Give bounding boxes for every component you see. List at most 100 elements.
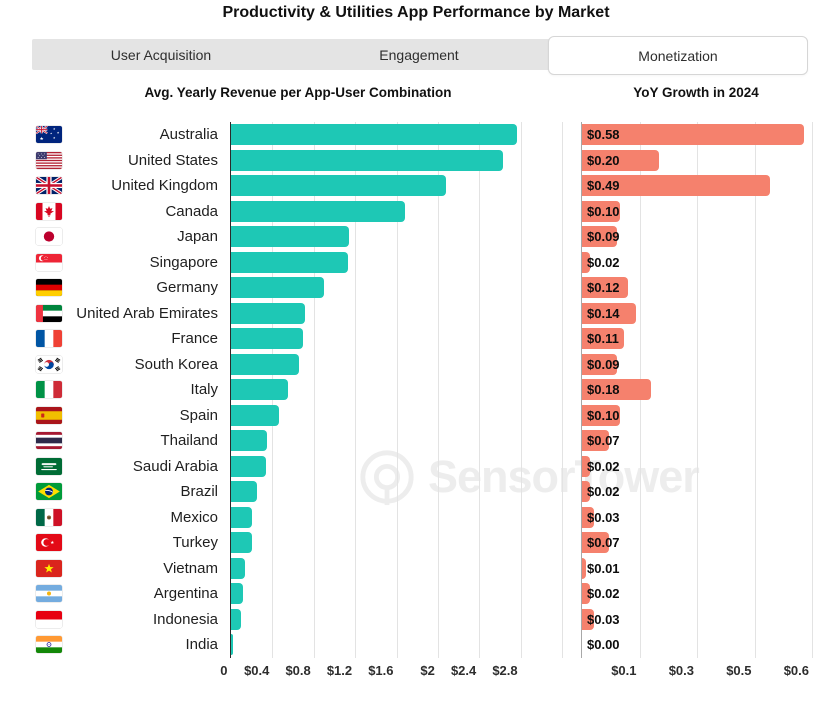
flag-jp [36, 228, 62, 246]
growth-value-label: $0.02 [587, 254, 620, 270]
country-label: France [171, 330, 218, 348]
revenue-bar [231, 200, 405, 222]
growth-value-label: $0.18 [587, 382, 620, 398]
growth-bar [582, 251, 590, 273]
revenue-bar-row [231, 250, 561, 276]
flag-row [36, 250, 62, 276]
growth-bar [582, 353, 617, 375]
flag-row [36, 173, 62, 199]
country-label-row: Mexico [62, 505, 226, 531]
growth-value-label: $0.20 [587, 152, 620, 168]
revenue-bar-row [231, 275, 561, 301]
country-label: Mexico [170, 508, 218, 526]
growth-bar-row: $0.07 [582, 530, 812, 556]
revenue-bar-row [231, 581, 561, 607]
gridline [437, 122, 439, 658]
growth-bar-row: $0.09 [582, 224, 812, 250]
revenue-bar-row [231, 199, 561, 225]
growth-bar [582, 455, 590, 477]
revenue-bar [231, 251, 348, 273]
growth-value-label: $0.09 [587, 356, 620, 372]
country-label-row: Italy [62, 377, 226, 403]
flag-row [36, 326, 62, 352]
country-label-row: Singapore [62, 250, 226, 276]
country-label: Australia [159, 126, 218, 144]
revenue-bar [231, 302, 306, 324]
country-label: Japan [177, 228, 218, 246]
country-label-row: Saudi Arabia [62, 454, 226, 480]
revenue-bar-row [231, 224, 561, 250]
growth-value-label: $0.02 [587, 458, 620, 474]
growth-bar [582, 277, 628, 299]
tab-monetization[interactable]: Monetization [548, 36, 808, 75]
revenue-bar-row [231, 556, 561, 582]
growth-value-label: $0.49 [587, 178, 620, 194]
flag-row [36, 607, 62, 633]
country-label: Brazil [180, 483, 218, 501]
growth-bar-row: $0.03 [582, 607, 812, 633]
flag-ae [36, 304, 62, 322]
growth-value-label: $0.11 [587, 331, 619, 347]
growth-bar-row: $0.03 [582, 505, 812, 531]
growth-chart-title: YoY Growth in 2024 [633, 85, 759, 100]
flag-us [36, 151, 62, 169]
growth-bar-row: $0.02 [582, 581, 812, 607]
growth-bar [582, 379, 651, 401]
flag-vn [36, 559, 62, 577]
tab-user-acquisition[interactable]: User Acquisition [110, 46, 212, 63]
flag-row [36, 505, 62, 531]
revenue-bar-row [231, 122, 561, 148]
revenue-bar [231, 506, 252, 528]
growth-bar [582, 506, 594, 528]
growth-bar-row: $0.20 [582, 148, 812, 174]
growth-bar-row: $0.11 [582, 326, 812, 352]
growth-bar-row: $0.09 [582, 352, 812, 378]
revenue-bar-row [231, 352, 561, 378]
flag-row [36, 632, 62, 658]
flag-row [36, 479, 62, 505]
growth-value-label: $0.09 [587, 229, 620, 245]
country-label-row: Spain [62, 403, 226, 429]
revenue-bar-row [231, 173, 561, 199]
flag-mx [36, 508, 62, 526]
flag-row [36, 301, 62, 327]
country-label-row: Vietnam [62, 556, 226, 582]
growth-value-label: $0.07 [587, 433, 620, 449]
revenue-bar-row [231, 479, 561, 505]
revenue-bar [231, 634, 234, 656]
growth-value-label: $0.03 [587, 509, 620, 525]
growth-value-label: $0.07 [587, 535, 620, 551]
growth-bar-row: $0.49 [582, 173, 812, 199]
growth-value-label: $0.01 [587, 560, 620, 576]
flag-gb [36, 177, 62, 195]
page-title: Productivity & Utilities App Performance… [222, 4, 610, 21]
country-label: Italy [190, 381, 218, 399]
growth-value-label: $0.03 [587, 611, 620, 627]
revenue-bar [231, 328, 304, 350]
revenue-bar [231, 124, 517, 146]
country-label-row: South Korea [62, 352, 226, 378]
flag-row [36, 352, 62, 378]
revenue-bar-row [231, 530, 561, 556]
country-label-row: Japan [62, 224, 226, 250]
flag-ar [36, 585, 62, 603]
country-label: Indonesia [152, 610, 218, 628]
flag-row [36, 224, 62, 250]
growth-bar-row: $0.14 [582, 301, 812, 327]
x-tick-label: $0.5 [726, 663, 752, 678]
growth-bar [582, 175, 770, 197]
x-tick-label: $0.4 [244, 663, 270, 678]
flag-th [36, 432, 62, 450]
revenue-bar [231, 175, 447, 197]
flag-row [36, 403, 62, 429]
flag-sa [36, 457, 62, 475]
x-tick-label: $0.1 [611, 663, 637, 678]
country-label: Canada [165, 202, 218, 220]
growth-bar [582, 328, 625, 350]
tab-engagement[interactable]: Engagement [379, 46, 459, 63]
revenue-bar [231, 379, 288, 401]
growth-bar [582, 557, 586, 579]
revenue-bar-row [231, 403, 561, 429]
country-label: United Arab Emirates [76, 304, 218, 322]
